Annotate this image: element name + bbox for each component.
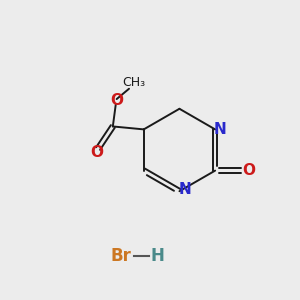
Text: N: N [214,122,227,137]
Text: O: O [111,93,124,108]
Text: O: O [90,145,103,160]
Text: O: O [242,163,256,178]
Text: N: N [178,182,191,197]
Text: CH₃: CH₃ [122,76,145,89]
Text: Br: Br [110,247,131,265]
Text: H: H [150,247,164,265]
